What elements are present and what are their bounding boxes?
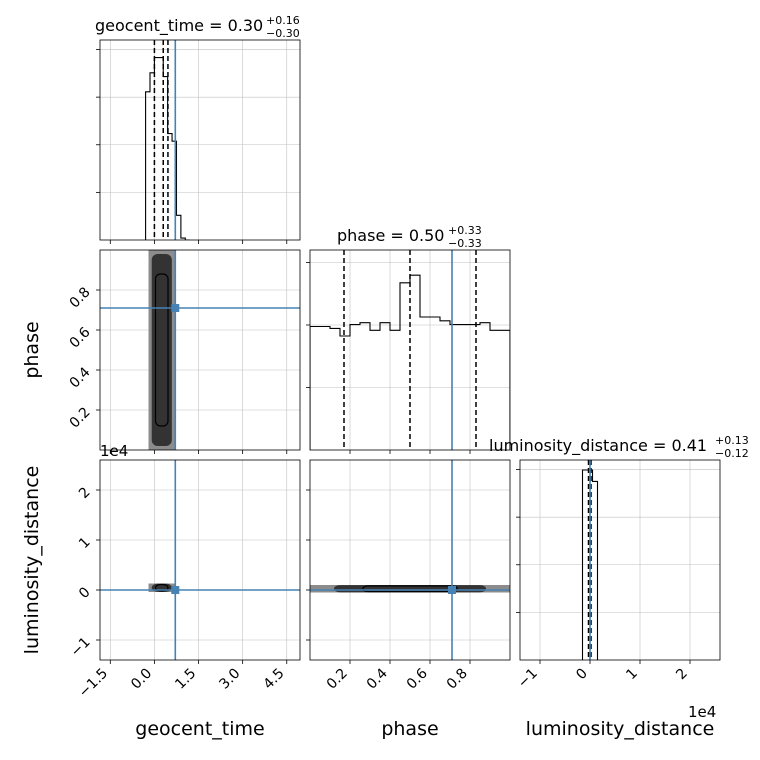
marginal-histogram: [310, 274, 510, 450]
title-phase: phase = 0.50: [337, 226, 444, 245]
y-tick-label: 0.4: [67, 364, 94, 391]
x-tick-label: 0.2: [324, 666, 351, 693]
phase-marginal-panel: [306, 249, 511, 454]
title-luminosity-distance-plus: +0.13: [715, 434, 749, 447]
y-tick-label: 2: [76, 484, 94, 502]
title-geocent-time-minus: −0.30: [266, 27, 300, 40]
density-contour: [154, 273, 169, 427]
distance-marginal-panel: −1 0 1 2: [515, 459, 721, 692]
y-tick-label: 0.8: [67, 284, 94, 311]
ylabel-phase: phase: [21, 321, 43, 378]
joint-density-group: [310, 460, 510, 660]
y-tick-label: 1: [76, 534, 94, 552]
axes-frame: [309, 249, 511, 451]
xlabel-phase: phase: [381, 718, 438, 740]
x-tick-label: 2: [673, 666, 691, 684]
x-tick-label: −1.5: [76, 666, 111, 701]
distance-vs-phase-panel: 0.2 0.4 0.6 0.8: [306, 459, 511, 693]
x-tick-label: 0.0: [128, 666, 155, 693]
x-tick-label: 1.5: [172, 666, 199, 693]
joint-density-group: [100, 460, 300, 660]
axes-frame: [99, 39, 301, 241]
marginal-histogram: [581, 469, 599, 660]
density-core: [151, 254, 172, 446]
distance-vs-geocent-time-panel: −1.5 0.0 1.5 3.0 4.5 −1 0 1 2: [68, 459, 301, 701]
y-tick-label: 0.6: [67, 324, 94, 351]
axes-frame: [519, 459, 721, 661]
title-phase-plus: +0.33: [448, 224, 482, 237]
title-luminosity-distance: luminosity_distance = 0.41: [489, 436, 707, 456]
title-geocent-time-plus: +0.16: [266, 14, 300, 27]
truth-marker: [171, 304, 180, 312]
axes-frame: [99, 249, 301, 451]
truth-marker: [171, 586, 180, 594]
marginal-histogram-group: [145, 40, 190, 240]
x-tick-label: 0.6: [404, 665, 431, 692]
axes-frame: [99, 459, 301, 661]
density-contour: [154, 583, 169, 592]
x-tick-label: −1: [515, 666, 541, 692]
phase-vs-geocent-time-panel: 0.2 0.4 0.6 0.8: [67, 249, 301, 454]
density-contour: [362, 585, 458, 593]
y-tick-label: −1: [68, 634, 94, 660]
ylabel-luminosity-distance: luminosity_distance: [21, 466, 43, 655]
title-phase-minus: −0.33: [448, 237, 482, 250]
geocent-time-marginal-panel: [96, 39, 301, 244]
offset-label-y: 1e4: [100, 442, 128, 460]
marginal-histogram-group: [310, 250, 510, 450]
marginal-histogram-group: [581, 460, 599, 660]
xlabel-luminosity-distance: luminosity_distance: [526, 718, 715, 740]
x-tick-label: 0.8: [444, 666, 471, 693]
joint-density-group: [100, 250, 300, 450]
title-luminosity-distance-minus: −0.12: [715, 447, 749, 460]
x-tick-label: 4.5: [261, 666, 288, 693]
offset-label-x: 1e4: [688, 703, 716, 721]
truth-marker: [448, 586, 456, 594]
axes-frame: [309, 459, 511, 661]
y-tick-label: 0: [76, 584, 94, 602]
xlabel-geocent-time: geocent_time: [135, 718, 264, 740]
x-tick-label: 0: [573, 666, 591, 684]
x-tick-label: 1: [623, 666, 641, 684]
title-geocent-time: geocent_time = 0.30: [95, 16, 263, 36]
y-tick-label: 0.2: [67, 404, 94, 431]
x-tick-label: 0.4: [364, 665, 391, 692]
x-tick-label: 3.0: [216, 666, 243, 693]
